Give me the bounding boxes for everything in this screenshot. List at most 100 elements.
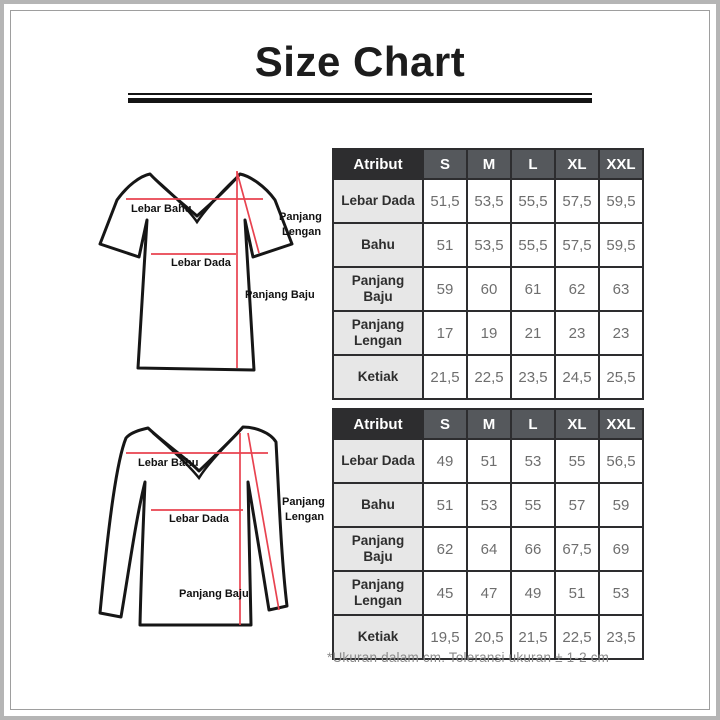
column-header-size: XL: [554, 148, 600, 180]
size-value-cell: 53,5: [466, 178, 512, 224]
short-sleeve-shirt-diagram: Lebar Bahu Lebar Dada Panjang Lengan Pan…: [98, 171, 322, 372]
size-value-cell: 21,5: [422, 354, 468, 400]
size-value-cell: 57: [554, 482, 600, 528]
size-value-cell: 59,5: [598, 222, 644, 268]
lebar-dada-label: Lebar Dada: [171, 257, 232, 269]
table-row: Panjang Lengan 17 19 21 23 23: [332, 310, 644, 356]
size-value-cell: 61: [510, 266, 556, 312]
size-value-cell: 17: [422, 310, 468, 356]
table-row: Panjang Lengan 45 47 49 51 53: [332, 570, 644, 616]
size-value-cell: 63: [598, 266, 644, 312]
row-label: Ketiak: [332, 354, 424, 400]
size-value-cell: 51: [554, 570, 600, 616]
table-row: Ketiak 19,5 20,5 21,5 22,5 23,5: [332, 614, 644, 660]
shirt-outline: [98, 172, 294, 372]
long-sleeve-shirt-diagram: Lebar Bahu Lebar Dada Panjang Lengan Pan…: [98, 425, 325, 627]
panjang-baju-label: Panjang Baju: [245, 289, 315, 301]
page-title: Size Chart: [254, 38, 466, 85]
size-value-cell: 51: [422, 222, 468, 268]
size-value-cell: 53: [598, 570, 644, 616]
size-value-cell: 51: [466, 438, 512, 484]
row-label: Ketiak: [332, 614, 424, 660]
panjang-lengan-line: [247, 432, 280, 611]
size-value-cell: 62: [422, 526, 468, 572]
table-row: Bahu 51 53 55 57 59: [332, 482, 644, 528]
column-header-size: L: [510, 408, 556, 440]
size-value-cell: 47: [466, 570, 512, 616]
size-value-cell: 24,5: [554, 354, 600, 400]
panjang-baju-label: Panjang Baju: [179, 588, 249, 600]
size-value-cell: 49: [422, 438, 468, 484]
size-value-cell: 66: [510, 526, 556, 572]
size-value-cell: 53: [466, 482, 512, 528]
size-value-cell: 19,5: [422, 614, 468, 660]
size-value-cell: 56,5: [598, 438, 644, 484]
row-label: Lebar Dada: [332, 178, 424, 224]
panjang-lengan-label-line2: Lengan: [285, 511, 324, 523]
table-row: Ketiak 21,5 22,5 23,5 24,5 25,5: [332, 354, 644, 400]
row-label: Panjang Baju: [332, 266, 424, 312]
column-header-atribut: Atribut: [332, 148, 424, 180]
size-value-cell: 49: [510, 570, 556, 616]
size-value-cell: 64: [466, 526, 512, 572]
column-header-size: XXL: [598, 408, 644, 440]
short-sleeve-size-table: Atribut S M L XL XXL Lebar Dada 51,5 53,5 55,5 57…: [332, 148, 644, 400]
size-value-cell: 23,5: [598, 614, 644, 660]
table-row: Panjang Baju 59 60 61 62 63: [332, 266, 644, 312]
size-value-cell: 55: [554, 438, 600, 484]
row-label: Bahu: [332, 222, 424, 268]
size-value-cell: 23: [598, 310, 644, 356]
column-header-atribut: Atribut: [332, 408, 424, 440]
collar-line: [151, 431, 240, 481]
title-divider-thin: [128, 93, 592, 95]
size-value-cell: 19: [466, 310, 512, 356]
table-row: Bahu 51 53,5 55,5 57,5 59,5: [332, 222, 644, 268]
column-header-size: M: [466, 408, 512, 440]
size-value-cell: 20,5: [466, 614, 512, 660]
size-value-cell: 22,5: [466, 354, 512, 400]
table-header: Atribut S M L XL XXL: [332, 148, 644, 180]
table-row: Lebar Dada 49 51 53 55 56,5: [332, 438, 644, 484]
size-value-cell: 51: [422, 482, 468, 528]
lebar-bahu-label: Lebar Bahu: [138, 457, 199, 469]
size-value-cell: 45: [422, 570, 468, 616]
column-header-size: XL: [554, 408, 600, 440]
size-value-cell: 21: [510, 310, 556, 356]
column-header-size: XXL: [598, 148, 644, 180]
size-value-cell: 59,5: [598, 178, 644, 224]
size-value-cell: 25,5: [598, 354, 644, 400]
size-value-cell: 53,5: [466, 222, 512, 268]
size-value-cell: 57,5: [554, 178, 600, 224]
column-header-size: M: [466, 148, 512, 180]
size-value-cell: 51,5: [422, 178, 468, 224]
column-header-size: S: [422, 148, 468, 180]
table-row: Panjang Baju 62 64 66 67,5 69: [332, 526, 644, 572]
size-value-cell: 55,5: [510, 222, 556, 268]
size-value-cell: 57,5: [554, 222, 600, 268]
size-value-cell: 60: [466, 266, 512, 312]
measurement-tolerance-note: *Ukuran dalam cm. Toleransi ukuran ± 1-2…: [327, 650, 610, 665]
table-row: Lebar Dada 51,5 53,5 55,5 57,5 59,5: [332, 178, 644, 224]
table-header: Atribut S M L XL XXL: [332, 408, 644, 440]
size-value-cell: 67,5: [554, 526, 600, 572]
row-label: Bahu: [332, 482, 424, 528]
row-label: Lebar Dada: [332, 438, 424, 484]
row-label: Panjang Baju: [332, 526, 424, 572]
size-value-cell: 62: [554, 266, 600, 312]
panjang-lengan-line: [236, 171, 260, 254]
size-value-cell: 23: [554, 310, 600, 356]
size-value-cell: 21,5: [510, 614, 556, 660]
size-value-cell: 23,5: [510, 354, 556, 400]
long-sleeve-size-table: Atribut S M L XL XXL Lebar Dada 49 51 53 55 56,5 Ba…: [332, 408, 644, 660]
panjang-lengan-label-line1: Panjang: [282, 496, 325, 508]
size-value-cell: 69: [598, 526, 644, 572]
title-divider-thick: [128, 98, 592, 103]
panjang-lengan-label-line2: Lengan: [282, 226, 321, 238]
size-value-cell: 22,5: [554, 614, 600, 660]
size-value-cell: 59: [422, 266, 468, 312]
size-value-cell: 55: [510, 482, 556, 528]
column-header-size: L: [510, 148, 556, 180]
size-value-cell: 59: [598, 482, 644, 528]
lebar-dada-label: Lebar Dada: [169, 513, 230, 525]
